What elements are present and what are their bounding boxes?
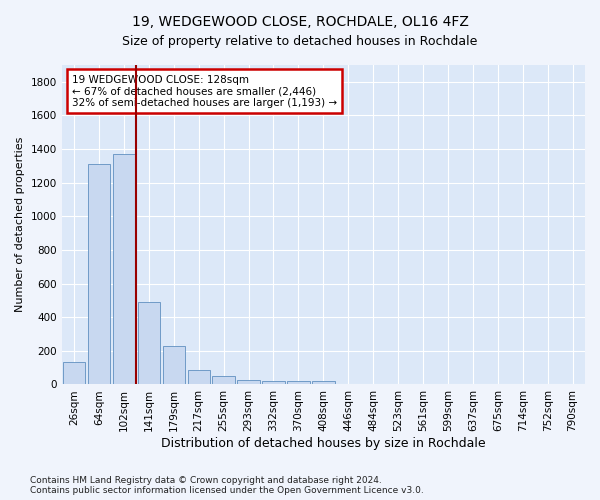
Bar [163,346,185,385]
Text: 19, WEDGEWOOD CLOSE, ROCHDALE, OL16 4FZ: 19, WEDGEWOOD CLOSE, ROCHDALE, OL16 4FZ [131,15,469,29]
Bar [63,362,85,384]
Bar [287,381,310,384]
Bar [88,164,110,384]
Text: Contains HM Land Registry data © Crown copyright and database right 2024.
Contai: Contains HM Land Registry data © Crown c… [30,476,424,495]
Bar [137,302,160,384]
Text: 19 WEDGEWOOD CLOSE: 128sqm
← 67% of detached houses are smaller (2,446)
32% of s: 19 WEDGEWOOD CLOSE: 128sqm ← 67% of deta… [72,74,337,108]
Bar [312,381,335,384]
Bar [238,380,260,384]
Bar [188,370,210,384]
Y-axis label: Number of detached properties: Number of detached properties [15,137,25,312]
Text: Size of property relative to detached houses in Rochdale: Size of property relative to detached ho… [122,35,478,48]
Bar [212,376,235,384]
Bar [262,381,285,384]
X-axis label: Distribution of detached houses by size in Rochdale: Distribution of detached houses by size … [161,437,485,450]
Bar [113,154,135,384]
